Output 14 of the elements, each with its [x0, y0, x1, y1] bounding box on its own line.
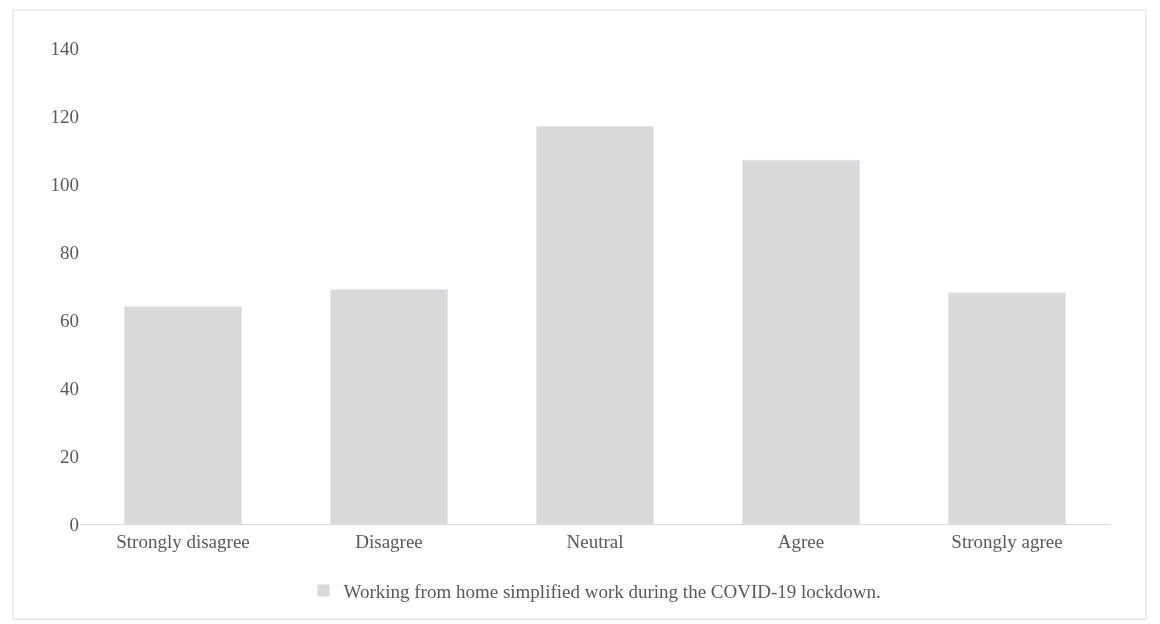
x-tick-label: Strongly agree	[951, 530, 1063, 552]
y-tick-label: 120	[50, 105, 79, 127]
y-tick-label: 60	[60, 309, 79, 331]
y-tick-label: 20	[60, 445, 79, 467]
y-tick-label: 0	[69, 513, 79, 535]
legend-label: Working from home simplified work during the COVID-19 lockdown.	[343, 580, 881, 602]
x-tick-label: Disagree	[355, 530, 423, 552]
x-tick-label: Strongly disagree	[116, 530, 250, 552]
x-tick-label: Agree	[777, 530, 825, 552]
y-tick-label: 40	[60, 377, 79, 399]
y-tick-label: 100	[50, 173, 79, 195]
y-tick-label: 140	[50, 37, 79, 59]
y-tick-label: 80	[60, 241, 79, 263]
x-tick-label: Neutral	[566, 530, 624, 552]
